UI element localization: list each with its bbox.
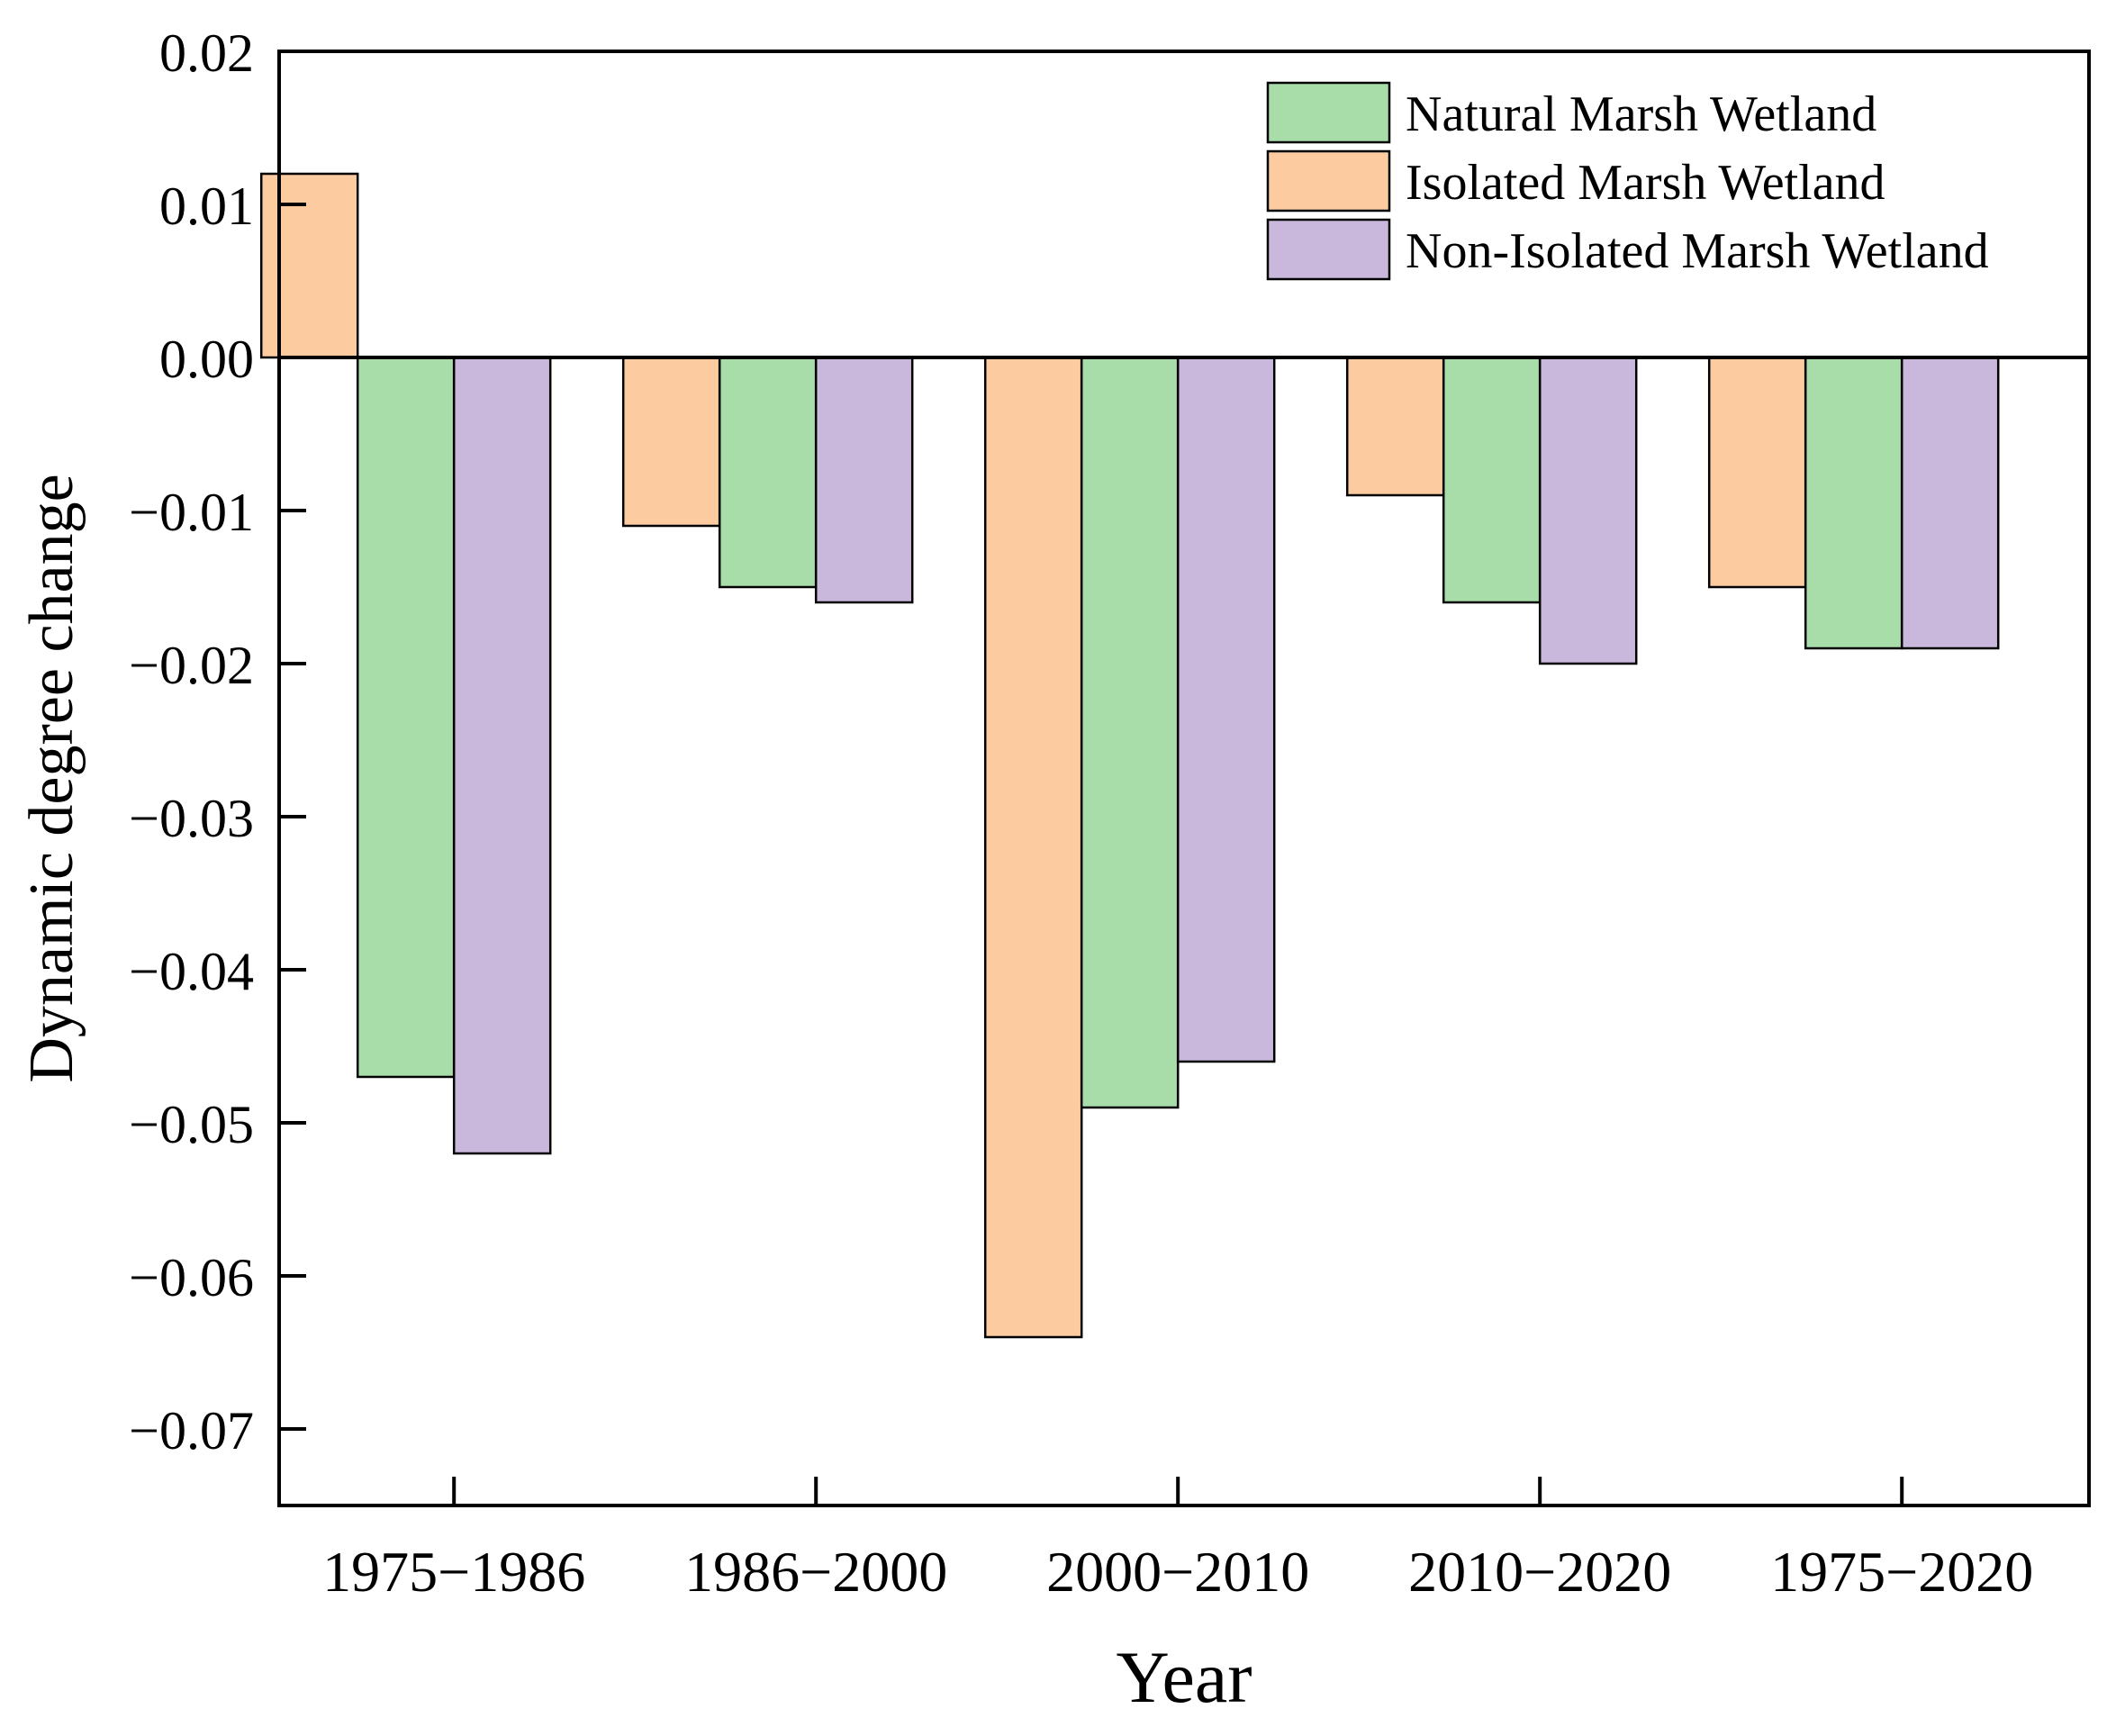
x-axis: 1975−1986 1986−2000 2000−2010 2010−2020 1975…	[322, 1477, 2033, 1604]
bars-layer	[259, 172, 2000, 1339]
y-tick-label: −0.06	[129, 1248, 254, 1307]
y-tick-label: −0.04	[129, 942, 254, 1001]
bar-non-isolated-marsh-wetland-0	[452, 356, 552, 1155]
y-tick-label: −0.05	[129, 1095, 254, 1154]
y-tick-label: −0.03	[129, 789, 254, 848]
y-axis-label: Dynamic degree change	[17, 474, 86, 1082]
bar-non-isolated-marsh-wetland-3	[1538, 356, 1638, 665]
legend-label-isolated-marsh-wetland: Isolated Marsh Wetland	[1406, 155, 1885, 211]
legend-swatch-isolated-marsh-wetland	[1266, 149, 1391, 212]
bar-non-isolated-marsh-wetland-4	[1900, 356, 2000, 650]
bar-natural-marsh-wetland-0	[356, 356, 456, 1079]
y-tick-label: −0.02	[129, 636, 254, 695]
y-tick-label: 0.01	[159, 176, 254, 236]
y-tick-label: 0.02	[159, 23, 254, 83]
bar-natural-marsh-wetland-4	[1804, 356, 1903, 650]
bar-isolated-marsh-wetland-0	[259, 172, 359, 359]
bar-isolated-marsh-wetland-2	[983, 356, 1083, 1339]
legend-swatch-non-isolated-marsh-wetland	[1266, 218, 1391, 281]
x-tick-label: 2000−2010	[1046, 1540, 1309, 1604]
y-tick-label: 0.00	[159, 330, 254, 389]
bar-isolated-marsh-wetland-1	[621, 356, 721, 528]
bar-natural-marsh-wetland-3	[1442, 356, 1542, 604]
legend-label-non-isolated-marsh-wetland: Non-Isolated Marsh Wetland	[1406, 223, 1989, 279]
bar-non-isolated-marsh-wetland-2	[1176, 356, 1276, 1063]
x-tick-label: 1975−2020	[1770, 1540, 2033, 1604]
y-tick-label: −0.07	[129, 1401, 254, 1460]
x-tick-label: 1975−1986	[322, 1540, 585, 1604]
y-tick-label: −0.01	[129, 483, 254, 542]
bar-non-isolated-marsh-wetland-1	[814, 356, 914, 604]
legend-label-natural-marsh-wetland: Natural Marsh Wetland	[1406, 86, 1876, 142]
x-axis-label: Year	[1116, 1636, 1252, 1718]
x-tick-label: 2010−2020	[1408, 1540, 1671, 1604]
bar-natural-marsh-wetland-1	[718, 356, 818, 589]
y-axis: 0.02 0.01 0.00 −0.01 −0.02 −0.03 −0.04 −0.05 −0.…	[129, 23, 306, 1460]
bar-natural-marsh-wetland-2	[1080, 356, 1180, 1109]
plot-frame	[277, 50, 2091, 1507]
legend: Natural Marsh Wetland Isolated Marsh Wetl…	[1266, 81, 1989, 281]
bar-isolated-marsh-wetland-3	[1345, 356, 1445, 497]
bar-isolated-marsh-wetland-4	[1707, 356, 1807, 589]
x-tick-label: 1986−2000	[684, 1540, 947, 1604]
legend-swatch-natural-marsh-wetland	[1266, 81, 1391, 144]
